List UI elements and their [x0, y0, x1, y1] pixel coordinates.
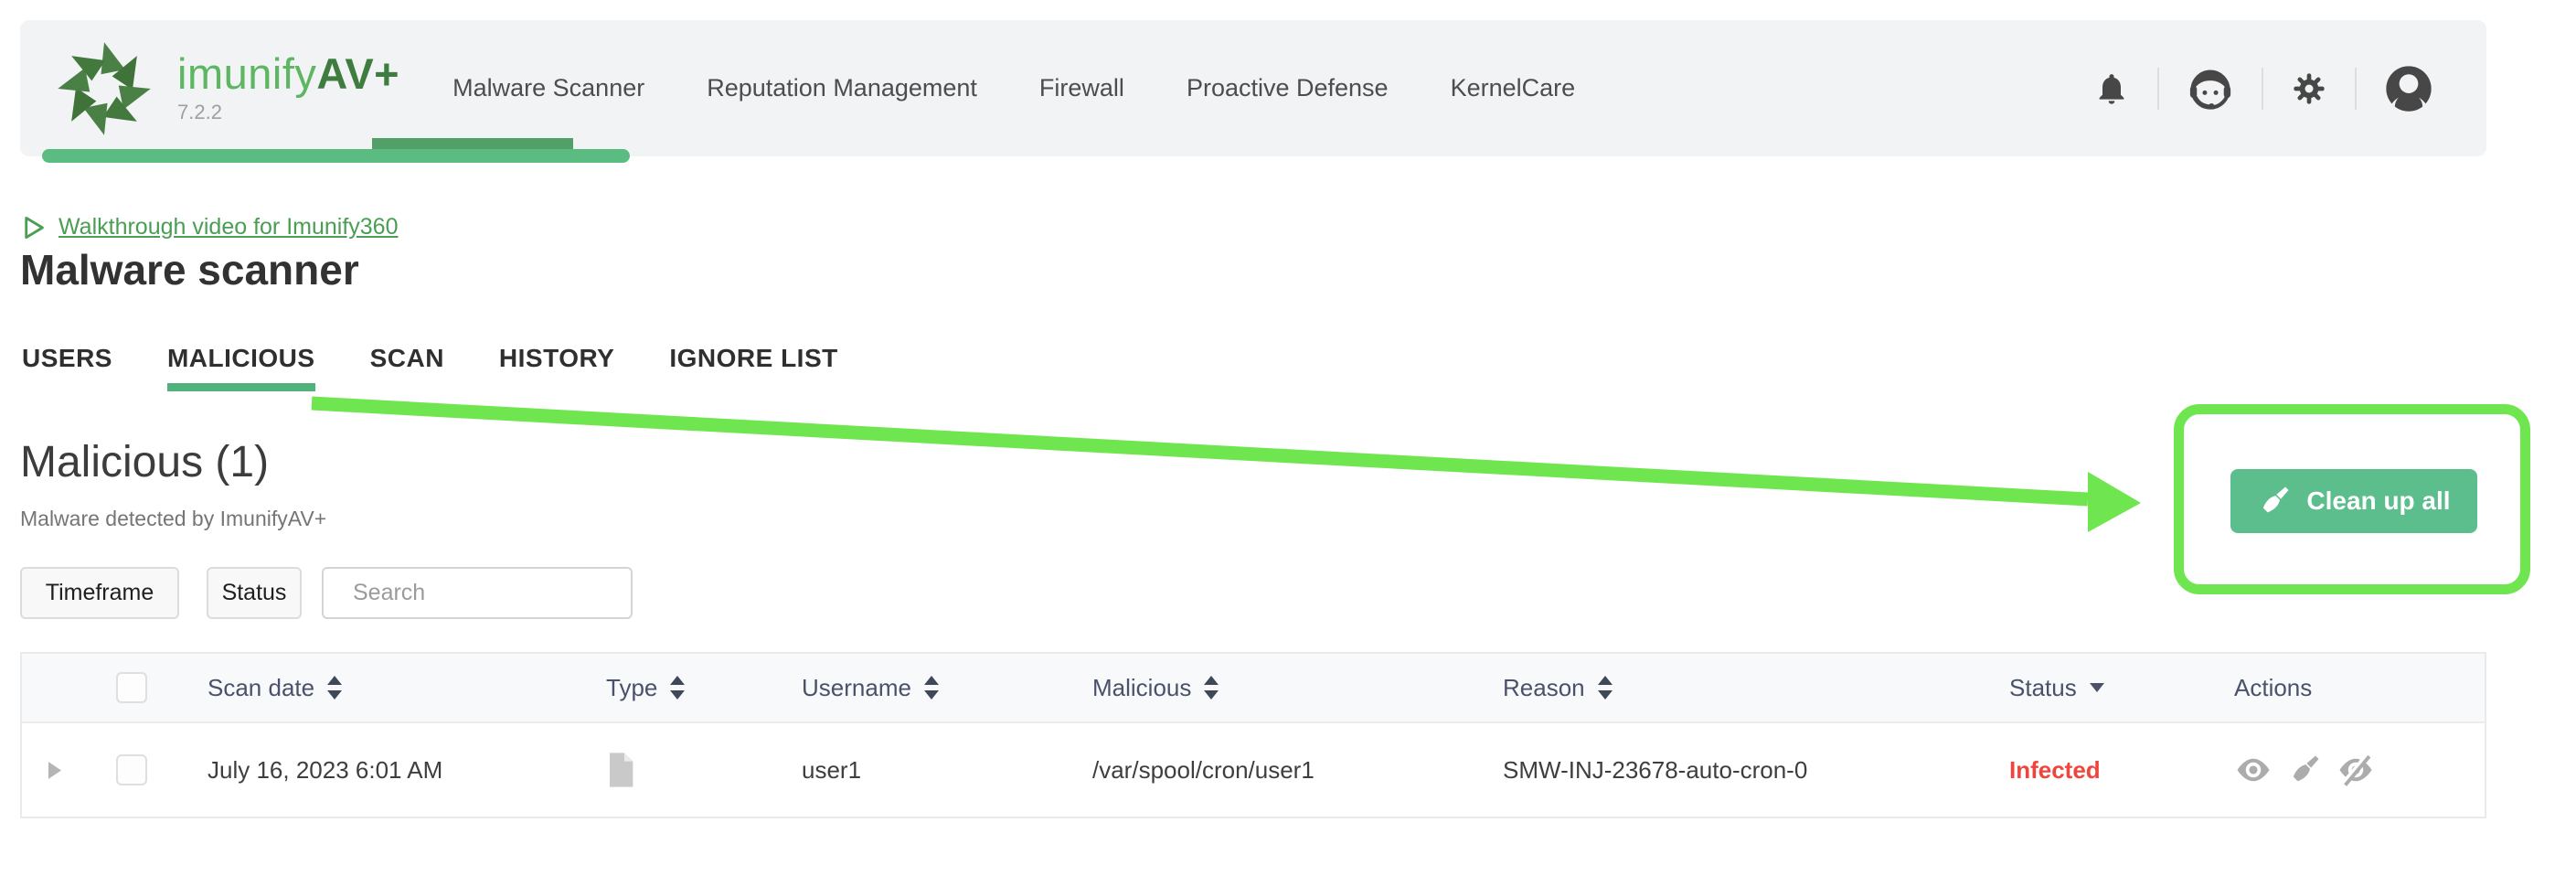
row-checkbox[interactable]: [115, 754, 147, 785]
bell-icon[interactable]: [2066, 70, 2157, 107]
nav-item-proactive-defense[interactable]: Proactive Defense: [1186, 74, 1389, 101]
clean-up-all-label: Clean up all: [2306, 486, 2451, 515]
nav-item-reputation-management[interactable]: Reputation Management: [707, 74, 977, 101]
cell-malicious-path: /var/spool/cron/user1: [1092, 755, 1315, 784]
page-title: Malware scanner: [20, 246, 359, 294]
column-header-malicious[interactable]: Malicious: [1087, 674, 1496, 702]
brand-suffix: AV+: [316, 49, 400, 98]
play-icon: [25, 216, 44, 239]
cell-username: user1: [802, 755, 862, 784]
brand-name: imunify: [177, 49, 317, 98]
file-icon: [610, 753, 633, 787]
view-file-eye-icon[interactable]: [2234, 751, 2273, 789]
select-all-checkbox[interactable]: [115, 672, 147, 703]
scan-progress-bar: [42, 149, 630, 163]
cell-type: [595, 751, 800, 789]
tab-ignore-list[interactable]: IGNORE LIST: [669, 344, 838, 372]
malicious-files-table: Scan date Type Username Malicious Reason…: [20, 652, 2486, 818]
nav-item-malware-scanner[interactable]: Malware Scanner: [452, 74, 645, 101]
cell-actions: [2228, 751, 2485, 789]
nav-item-firewall[interactable]: Firewall: [1038, 74, 1124, 101]
sort-icon: [670, 675, 686, 700]
table-row: July 16, 2023 6:01 AM user1 /var/spool/c…: [22, 723, 2485, 817]
tab-history[interactable]: HISTORY: [498, 344, 615, 372]
clean-up-all-button[interactable]: Clean up all: [2230, 469, 2477, 533]
main-menu: Malware Scanner Reputation Management Fi…: [452, 74, 1575, 102]
status-filter-button[interactable]: Status: [207, 567, 302, 619]
top-navbar: imunifyAV+ 7.2.2 Malware Scanner Reputat…: [20, 20, 2486, 156]
tab-bar: USERS MALICIOUS SCAN HISTORY IGNORE LIST: [22, 344, 838, 391]
user-avatar-icon[interactable]: [2357, 64, 2461, 113]
sort-icon: [923, 675, 939, 700]
nav-divider: [2262, 67, 2263, 110]
support-agent-icon[interactable]: [2159, 65, 2262, 112]
nav-divider: [2157, 67, 2159, 110]
column-header-reason[interactable]: Reason: [1496, 674, 2004, 702]
timeframe-filter-button[interactable]: Timeframe: [20, 567, 179, 619]
gear-icon[interactable]: [2263, 70, 2355, 107]
tab-users[interactable]: USERS: [22, 344, 112, 372]
brand-logo-link[interactable]: imunifyAV+ 7.2.2: [53, 37, 399, 140]
table-header-row: Scan date Type Username Malicious Reason…: [22, 654, 2485, 723]
version-label: 7.2.2: [177, 101, 222, 123]
tab-scan[interactable]: SCAN: [369, 344, 444, 372]
nav-item-kernelcare[interactable]: KernelCare: [1450, 74, 1576, 101]
expand-row-icon[interactable]: [48, 761, 61, 779]
sort-desc-icon: [2089, 683, 2104, 692]
imunify-logo-icon: [58, 41, 151, 135]
walkthrough-video-link[interactable]: Walkthrough video for Imunify360: [22, 214, 398, 240]
cell-reason: SMW-INJ-23678-auto-cron-0: [1503, 755, 1808, 784]
broom-icon: [2263, 486, 2289, 513]
sort-icon: [1204, 675, 1219, 700]
section-title: Malicious (1): [20, 438, 270, 486]
sort-icon: [327, 675, 343, 700]
column-header-actions: Actions: [2234, 673, 2313, 701]
ignore-eye-slash-icon[interactable]: [2336, 751, 2375, 789]
cell-status: Infected: [2004, 756, 2228, 785]
search-box: [322, 567, 649, 619]
section-subtitle: Malware detected by ImunifyAV+: [20, 507, 327, 530]
brand-text: imunifyAV+ 7.2.2: [177, 52, 399, 124]
clean-up-broom-icon[interactable]: [2287, 753, 2322, 787]
column-header-status[interactable]: Status: [2004, 674, 2228, 702]
tab-malicious[interactable]: MALICIOUS: [166, 344, 315, 391]
status-badge-infected: Infected: [2009, 755, 2101, 784]
cell-scan-date: July 16, 2023 6:01 AM: [208, 755, 443, 784]
column-header-scan-date[interactable]: Scan date: [175, 674, 595, 702]
nav-divider: [2355, 67, 2357, 110]
column-header-username[interactable]: Username: [800, 674, 1087, 702]
navbar-actions: [2066, 64, 2461, 113]
search-input[interactable]: [351, 579, 649, 607]
sort-icon: [1597, 675, 1613, 700]
walkthrough-video-label: Walkthrough video for Imunify360: [59, 214, 399, 240]
column-header-type[interactable]: Type: [595, 674, 800, 702]
